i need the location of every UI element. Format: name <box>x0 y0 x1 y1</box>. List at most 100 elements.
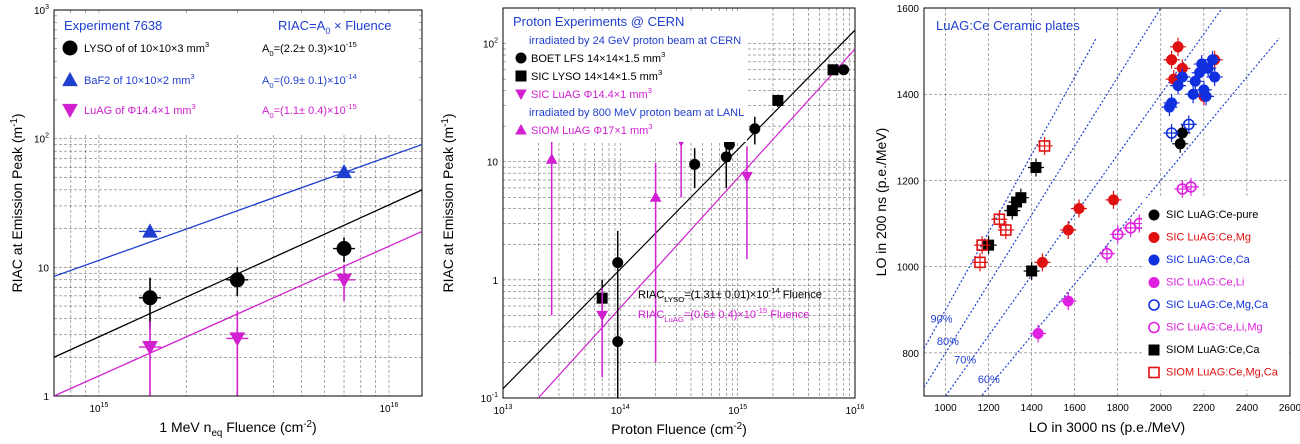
x-axis-label: LO in 3000 ns (p.e./MeV) <box>1029 419 1185 435</box>
legend-marker <box>62 40 78 56</box>
x-tick-label: 1800 <box>1107 403 1130 414</box>
legend-entry: SIOM LuAG Φ17×1 mm3​ <box>531 122 653 137</box>
legend-marker <box>1148 299 1160 311</box>
legend-fit: A0​=(1.1± 0.4)×10-15​ <box>262 102 357 120</box>
data-point <box>1165 127 1178 139</box>
data-point <box>1036 256 1048 268</box>
data-point <box>336 273 352 288</box>
x-tick-label: 2600 <box>1279 403 1300 414</box>
chart-title: Experiment 7638 <box>64 18 162 33</box>
x-axis-label: Proton Fluence (cm-2​) <box>611 421 747 437</box>
legend-entry: SIOM LuAG:Ce,Mg,Ca <box>1166 367 1279 379</box>
chart-luag-light-output: 1000 1200 1400 1600 1800 2000 2200 2400 2600 800 1… <box>873 4 1300 435</box>
x-tick-label: 1016​ <box>846 404 865 417</box>
ratio-line <box>981 37 1280 396</box>
x-tick-label: 1013​ <box>494 404 513 417</box>
y-tick-label: 800 <box>902 349 919 360</box>
data-point <box>596 310 609 322</box>
data-point <box>229 272 245 288</box>
x-tick-label: 1600 <box>1064 403 1087 414</box>
data-layer <box>54 143 422 396</box>
data-point <box>142 290 158 306</box>
ratio-line-label: 70% <box>954 355 976 367</box>
plot-frame <box>923 7 1291 397</box>
data-point <box>1107 194 1119 206</box>
data-point <box>1032 327 1044 339</box>
data-point <box>1206 54 1218 66</box>
data-point <box>142 223 158 238</box>
data-point <box>1189 75 1201 87</box>
y-tick-label: 102​ <box>483 38 498 51</box>
legend-marker <box>1148 209 1160 221</box>
ratio-line <box>924 37 1097 349</box>
data-point <box>1174 138 1186 150</box>
chart-riac-vs-neutron-fluence: 1015​ 1016​ 1 10 102​ 103​ 1 MeV neq​ Fluence … <box>9 4 423 439</box>
legend-entry: LYSO of of 10×10×3 mm3​ <box>84 40 209 55</box>
legend: Experiment 7638 RIAC=A0​ × Fluence LYSO of… <box>58 14 418 134</box>
data-point <box>1000 224 1012 236</box>
data-point <box>1176 71 1188 83</box>
data-point <box>1062 295 1074 307</box>
y-tick-label: 1200 <box>897 176 920 187</box>
data-point <box>838 64 850 76</box>
fit-line <box>503 29 855 390</box>
legend-entry: SIC LuAG:Ce,Ca <box>1166 254 1251 266</box>
x-tick-label: 1015​ <box>89 402 108 415</box>
plot-frame <box>502 7 856 399</box>
legend-marker <box>62 103 78 119</box>
data-point <box>612 257 624 269</box>
y-tick-label: 102​ <box>34 133 49 146</box>
x-tick-label: 1400 <box>1021 403 1044 414</box>
y-axis-label: RIAC at Emission Peak (m-1​) <box>440 113 456 292</box>
data-point <box>1202 62 1214 74</box>
legend-entry: SIC LuAG Φ14.4×1 mm3​ <box>531 86 652 101</box>
legend-note: irradiated by 24 GeV proton beam at CERN <box>529 35 741 47</box>
legend-marker <box>1148 344 1160 356</box>
data-point <box>612 336 624 348</box>
chart-title: LuAG:Ce Ceramic plates <box>936 18 1080 33</box>
legend-marker <box>1148 366 1160 379</box>
y-tick-label: 10 <box>487 158 499 169</box>
x-tick-label: 2200 <box>1193 403 1216 414</box>
data-point <box>827 64 839 76</box>
y-tick-label: 1000 <box>897 263 920 274</box>
data-point <box>545 153 558 164</box>
y-axis-label: LO in 200 ns (p.e./MeV) <box>873 128 889 277</box>
data-point <box>1185 181 1197 193</box>
legend-entry: SIC LuAG:Ce,Li,Mg <box>1166 322 1263 334</box>
y-tick-label: 1 <box>492 276 498 287</box>
legend: Proton Experiments @ CERN irradiated by 2… <box>507 12 747 142</box>
x-axis-label: 1 MeV neq​ Fluence (cm-2​) <box>159 419 316 439</box>
legend-entry: SIOM LuAG:Ce,Ca <box>1166 344 1260 356</box>
x-tick-label: 1016​ <box>379 402 398 415</box>
fit-label-lyso: RIACLYSO​=(1.31± 0.01)×10-14​ Fluence <box>638 286 822 304</box>
data-point <box>1183 118 1195 131</box>
legend-marker <box>1148 232 1160 243</box>
legend-bg <box>1142 198 1288 390</box>
legend-marker <box>515 123 527 135</box>
data-point <box>689 158 701 170</box>
legend: SIC LuAG:Ce-pure SIC LuAG:Ce,Mg SIC LuAG:C… <box>1142 198 1288 390</box>
fit-line <box>54 143 422 278</box>
data-point <box>1187 88 1199 100</box>
data-point <box>749 123 761 135</box>
legend-entry: SIC LuAG:Ce-pure <box>1166 209 1258 221</box>
data-point <box>1101 247 1113 260</box>
legend-entry: SIC LuAG:Ce,Mg <box>1166 232 1251 244</box>
legend-marker <box>1148 321 1160 334</box>
chart-title: Proton Experiments @ CERN <box>513 14 684 29</box>
ratio-line-label: 90% <box>930 314 952 326</box>
legend-marker <box>1148 254 1160 266</box>
data-point <box>1062 224 1074 236</box>
data-point <box>741 171 753 183</box>
legend-marker <box>515 70 527 82</box>
data-point <box>974 256 986 269</box>
chart-riac-vs-proton-fluence: 1013​ 1014​ 1015​ 1016​ 10-1​ 1 10 102​ Proton F… <box>440 7 865 437</box>
legend-note: irradiated by 800 MeV proton beam at LAN… <box>529 107 744 119</box>
legend-bg <box>507 12 747 142</box>
data-point <box>229 332 246 347</box>
ratio-line <box>924 8 1162 388</box>
data-point <box>1172 80 1184 92</box>
x-tick-label: 1000 <box>934 403 957 414</box>
fit-line <box>537 48 855 398</box>
